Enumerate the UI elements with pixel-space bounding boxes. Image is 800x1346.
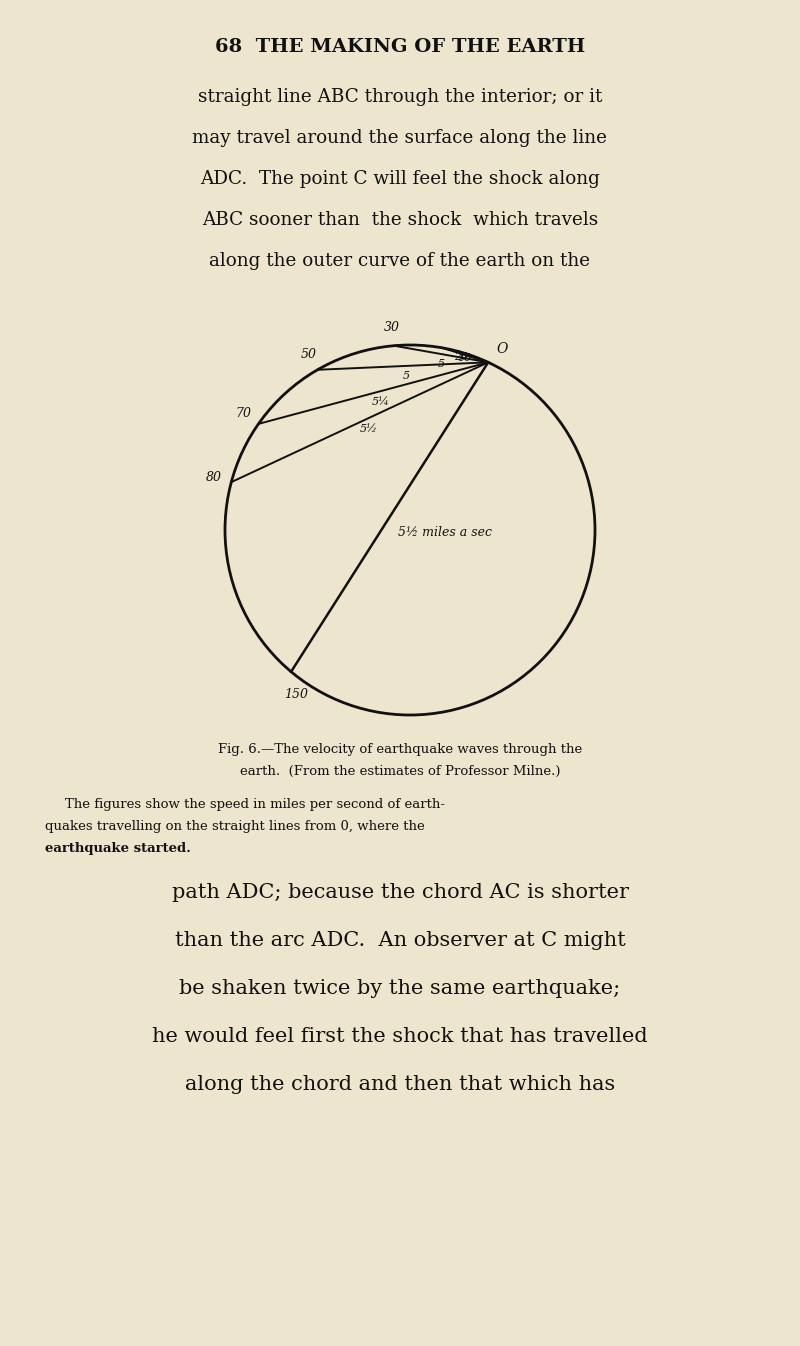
- Text: 80: 80: [206, 471, 222, 485]
- Text: 5: 5: [438, 359, 445, 369]
- Text: 5½: 5½: [360, 424, 378, 433]
- Text: 5½ miles a sec: 5½ miles a sec: [398, 526, 492, 538]
- Text: along the chord and then that which has: along the chord and then that which has: [185, 1075, 615, 1094]
- Text: 5¼: 5¼: [371, 397, 390, 406]
- Text: earthquake started.: earthquake started.: [45, 843, 191, 855]
- Text: than the arc ADC.  An observer at C might: than the arc ADC. An observer at C might: [174, 931, 626, 950]
- Text: ADC.  The point C will feel the shock along: ADC. The point C will feel the shock alo…: [200, 170, 600, 188]
- Text: 20: 20: [454, 353, 468, 362]
- Text: 30: 30: [384, 322, 400, 334]
- Text: O: O: [496, 342, 507, 357]
- Text: 70: 70: [236, 406, 252, 420]
- Text: 150: 150: [284, 688, 308, 701]
- Text: 68  THE MAKING OF THE EARTH: 68 THE MAKING OF THE EARTH: [215, 38, 585, 57]
- Text: ABC sooner than  the shock  which travels: ABC sooner than the shock which travels: [202, 211, 598, 229]
- Text: 10: 10: [458, 353, 471, 363]
- Text: along the outer curve of the earth on the: along the outer curve of the earth on th…: [210, 252, 590, 271]
- Text: straight line ABC through the interior; or it: straight line ABC through the interior; …: [198, 87, 602, 106]
- Text: Fig. 6.—The velocity of earthquake waves through the: Fig. 6.—The velocity of earthquake waves…: [218, 743, 582, 756]
- Text: be shaken twice by the same earthquake;: be shaken twice by the same earthquake;: [179, 979, 621, 997]
- Text: 50: 50: [301, 347, 317, 361]
- Text: path ADC; because the chord AC is shorter: path ADC; because the chord AC is shorte…: [171, 883, 629, 902]
- Text: quakes travelling on the straight lines from 0, where the: quakes travelling on the straight lines …: [45, 820, 425, 833]
- Text: he would feel first the shock that has travelled: he would feel first the shock that has t…: [152, 1027, 648, 1046]
- Text: may travel around the surface along the line: may travel around the surface along the …: [193, 129, 607, 147]
- Text: The figures show the speed in miles per second of earth-: The figures show the speed in miles per …: [65, 798, 445, 812]
- Text: 5: 5: [403, 371, 410, 381]
- Text: earth.  (From the estimates of Professor Milne.): earth. (From the estimates of Professor …: [240, 765, 560, 778]
